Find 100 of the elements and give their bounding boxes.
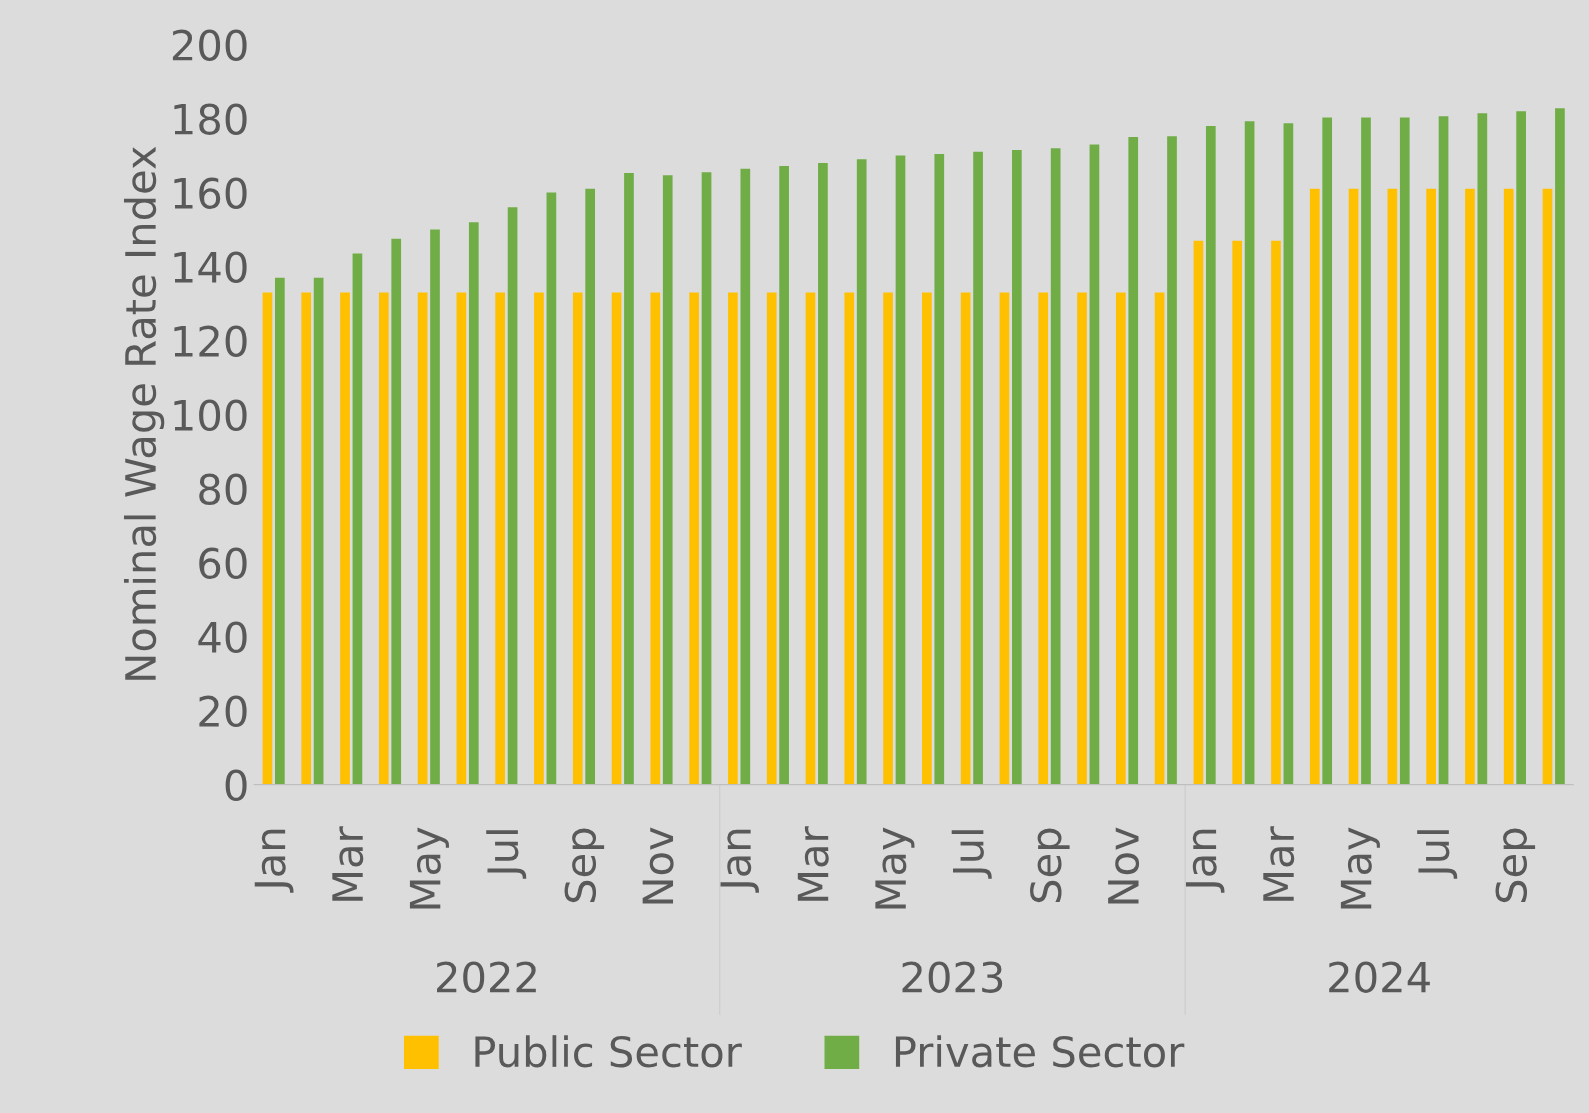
bar [534,292,544,785]
legend-label: Private Sector [895,1035,1185,1068]
bar [1348,188,1359,785]
bar [340,292,350,785]
text: 2024 [1329,961,1430,993]
bar [1050,148,1061,785]
bar [1115,292,1126,785]
x-tick-label: Mar [1263,826,1295,901]
bar [934,154,945,785]
x-tick-label: May [1340,827,1380,909]
bar [624,172,634,785]
x-tick-label: Mar [332,826,364,901]
bar [856,159,867,785]
y-tick-label: 160 [174,177,247,209]
bar [1038,292,1049,785]
bar [960,292,971,785]
bar [1555,108,1565,785]
x-tick-label: Sep [564,828,605,903]
bar [1271,240,1281,785]
bar [495,292,506,785]
bar [313,277,324,785]
bar [1232,240,1243,785]
bar [818,162,828,785]
bar [973,151,983,785]
y-axis-title: Nominal Wage Rate Index [123,146,165,680]
bar [1244,121,1255,785]
bar [1426,188,1436,785]
bar [1193,240,1204,785]
bar [805,292,816,785]
bar [572,292,583,785]
bar [1077,292,1087,785]
x-tick-label: Sep [1030,828,1070,903]
bar [262,292,273,785]
bar [1322,117,1333,785]
bar [352,253,363,785]
bar [456,292,467,785]
bar [301,292,312,785]
x-tick-label: Nov [1108,827,1140,904]
y-tick-label: 100 [174,399,247,432]
y-tick-label: 60 [199,547,247,580]
bar [740,168,751,785]
bar [1438,116,1449,785]
bar [274,277,285,785]
y-tick-label: 80 [199,473,247,506]
bar [546,192,557,785]
bar [1205,125,1216,785]
y-tick-label: 180 [174,103,247,135]
bar [1128,137,1139,785]
bar [391,238,402,785]
bar [430,229,440,785]
bar [1516,111,1526,785]
bar [417,292,428,785]
y-tick-label: 120 [174,325,247,357]
x-tick-label: Jan [254,829,294,893]
bar [1387,188,1398,785]
x-tick-label: May [409,827,449,909]
bar [701,172,712,785]
bar [611,292,622,785]
x-tick-label: Sep [1495,828,1536,903]
bar [766,292,777,785]
x-tick-label: Nov [642,827,674,904]
bar [662,175,673,785]
bar [1399,117,1410,785]
bar [1283,123,1294,785]
bar [1465,188,1475,785]
bar [378,292,389,785]
bar [1503,188,1514,785]
legend-label: Public Sector [475,1035,742,1068]
bar [728,292,738,785]
bar [883,292,893,785]
text: 2022 [437,961,536,993]
bar [1167,136,1177,785]
x-tick-label: Jan [720,829,759,893]
bar [1542,188,1553,785]
bar [1154,292,1165,785]
bar [507,207,518,785]
x-tick-label: Jul [486,830,527,879]
x-tick-label: Jul [951,830,992,879]
bar [1361,117,1371,785]
bar [1089,144,1100,785]
x-tick-label: May [875,827,915,909]
bar [922,292,932,785]
bar [1309,188,1320,785]
bar [468,222,479,785]
y-tick-label: 200 [172,29,247,61]
bar [779,165,789,785]
bar [689,292,699,785]
y-tick-label: 0 [225,769,247,802]
bar [895,155,906,785]
x-tick-label: Mar [797,826,829,901]
x-tick-label: Jan [1185,829,1225,893]
y-tick-label: 20 [199,695,247,728]
x-tick-label: Jul [1417,830,1458,879]
bar [844,292,855,785]
bar [1477,113,1488,785]
text: 2023 [902,961,1003,993]
bar [585,188,596,785]
bar [999,292,1010,785]
bar [1012,149,1022,785]
y-tick-label: 40 [198,621,247,654]
